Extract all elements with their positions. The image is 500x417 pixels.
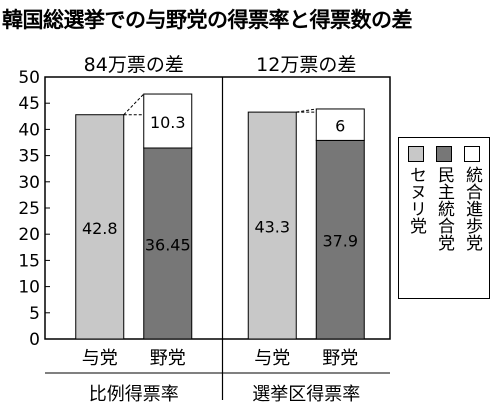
diff-note: 12万票の差 [256,54,356,76]
y-tick-label: 10 [18,278,40,298]
y-tick-label: 45 [18,94,40,114]
y-tick-label: 15 [18,251,40,271]
legend-label-2: 民主統合党 [434,166,454,251]
y-tick-label: 35 [18,147,40,167]
y-tick-label: 0 [29,330,40,350]
bar-segment [75,114,125,340]
legend-label-3: 統合進歩党 [462,166,482,251]
category-label: 与党 [254,348,290,369]
bar-segment [315,139,365,340]
diff-note: 84万票の差 [84,54,184,76]
legend-swatch-1 [408,146,424,162]
y-tick-label: 25 [18,199,40,219]
category-label: 与党 [82,348,118,369]
legend-swatch-3 [464,146,480,162]
bar-segment [143,93,193,149]
legend-label-1: セヌリ党 [406,166,426,234]
y-tick-label: 50 [18,68,40,88]
data-label: 6 [335,117,345,136]
y-tick-label: 5 [29,304,40,324]
y-tick-label: 20 [18,225,40,245]
group-label: 選挙区得票率 [252,384,360,405]
legend-item-3: 統合進歩党 [461,146,483,251]
data-label: 36.45 [145,236,191,255]
bar-segment [315,108,365,141]
chart-title: 韓国総選挙での与野党の得票率と得票数の差 [2,8,413,32]
bar-segment [247,111,297,340]
group-label: 比例得票率 [89,384,179,405]
bar-segment [143,147,193,340]
legend: セヌリ党 民主統合党 統合進歩党 [398,137,490,299]
data-label: 37.9 [322,232,358,251]
diff-connector-top [296,108,317,113]
y-tick-label: 40 [18,120,40,140]
category-label: 野党 [150,348,186,369]
legend-swatch-2 [436,146,452,162]
legend-item-1: セヌリ党 [405,146,427,234]
y-tick-label: 30 [18,173,40,193]
data-label: 10.3 [150,113,186,132]
category-label: 野党 [322,348,358,369]
data-label: 42.8 [82,219,118,238]
data-label: 43.3 [254,218,290,237]
legend-item-2: 民主統合党 [433,146,455,251]
